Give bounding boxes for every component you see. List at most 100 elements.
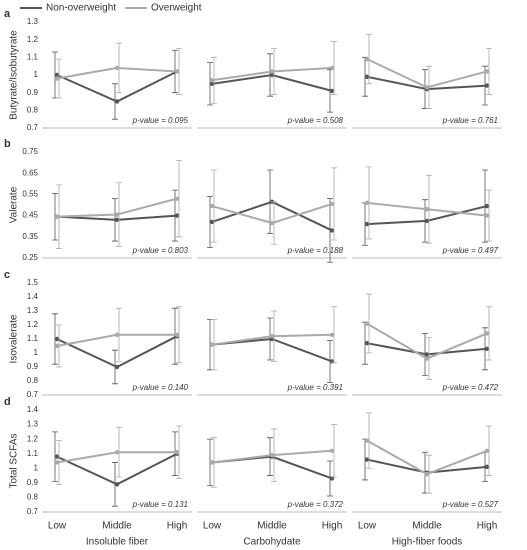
point <box>269 452 275 458</box>
point <box>114 364 120 370</box>
point <box>269 69 275 74</box>
point <box>329 65 335 71</box>
point <box>54 460 60 465</box>
annotation: p-value = 0.497 <box>442 246 499 255</box>
y-tick-label: 0.8 <box>27 376 39 385</box>
y-tick-label: 0.9 <box>27 362 39 371</box>
x-tick-label: Middle <box>412 521 442 532</box>
panel-label: d <box>4 396 11 408</box>
y-tick-label: 1.1 <box>27 449 39 458</box>
y-tick-label: 0.75 <box>22 147 38 156</box>
point <box>364 438 370 443</box>
point <box>329 88 335 94</box>
panel-label: c <box>4 269 10 281</box>
point <box>209 342 215 347</box>
panel-label: b <box>4 138 11 150</box>
annotation: p-value = 0.527 <box>442 500 499 509</box>
y-tick-label: 0.55 <box>22 190 38 199</box>
point <box>424 85 430 90</box>
y-tick-label: 1.1 <box>27 334 39 343</box>
y-tick-label: 1.2 <box>27 434 39 443</box>
point <box>54 214 60 219</box>
y-tick-label: 1.4 <box>27 405 39 414</box>
y-tick-label: 1.3 <box>27 420 39 429</box>
point <box>209 81 215 87</box>
point <box>364 74 370 79</box>
point <box>269 220 275 226</box>
point <box>54 454 60 459</box>
x-axis-label: High-fiber foods <box>392 537 463 548</box>
series-line <box>56 452 178 486</box>
y-tick-label: 0.25 <box>22 253 38 262</box>
point <box>424 352 430 357</box>
point <box>114 65 120 71</box>
annotation: p-value = 0.472 <box>442 383 499 392</box>
point <box>484 346 490 351</box>
point <box>424 207 430 212</box>
y-tick-label: 0.8 <box>27 493 39 502</box>
point <box>174 213 180 218</box>
y-tick-label: 0.9 <box>27 478 39 487</box>
annotation: p-value = 0.131 <box>132 500 188 509</box>
point <box>114 450 120 455</box>
point <box>114 482 120 487</box>
x-tick-label: Low <box>358 521 377 532</box>
point <box>484 69 490 74</box>
point <box>424 218 430 224</box>
series-line <box>211 202 333 225</box>
y-tick-label: 0.7 <box>27 390 39 399</box>
point <box>269 72 275 78</box>
y-tick-label: 1.5 <box>27 278 39 287</box>
annotation: p-value = 0.508 <box>287 116 344 125</box>
y-tick-label: 0.45 <box>22 211 38 220</box>
point <box>114 212 120 217</box>
y-axis-label: Total SCFAs <box>9 433 20 488</box>
x-tick-label: Low <box>48 521 67 532</box>
point <box>484 83 490 88</box>
x-tick-label: Middle <box>102 521 132 532</box>
point <box>424 471 430 477</box>
point <box>54 72 60 78</box>
y-tick-label: 1 <box>34 348 39 357</box>
point <box>174 332 180 337</box>
x-tick-label: Low <box>203 521 222 532</box>
point <box>329 448 335 453</box>
point <box>54 76 60 81</box>
y-axis-label: Valerate <box>9 186 20 223</box>
y-tick-label: 0.9 <box>27 88 39 97</box>
y-tick-label: 0.7 <box>27 123 39 132</box>
series-line <box>211 200 333 232</box>
y-tick-label: 0.35 <box>22 232 38 241</box>
point <box>364 341 370 346</box>
point <box>209 460 215 465</box>
point <box>424 356 430 361</box>
point <box>484 203 490 209</box>
y-tick-label: 0.65 <box>22 168 38 177</box>
annotation: p-value = 0.140 <box>132 383 189 392</box>
panel-label: a <box>4 8 11 20</box>
point <box>54 343 60 349</box>
point <box>484 331 490 336</box>
point <box>329 228 335 233</box>
point <box>329 201 335 207</box>
y-tick-label: 1 <box>34 463 39 472</box>
y-tick-label: 1.4 <box>27 292 39 301</box>
y-tick-label: 1 <box>34 70 39 79</box>
y-tick-label: 1.1 <box>27 52 39 61</box>
point <box>364 221 370 227</box>
annotation: p-value = 0.391 <box>287 383 343 392</box>
point <box>114 332 120 337</box>
x-axis-label: Carbohydate <box>243 537 301 548</box>
legend-label: Non-overweight <box>46 3 116 14</box>
point <box>329 332 335 337</box>
point <box>484 448 490 453</box>
point <box>209 78 215 83</box>
point <box>209 203 215 209</box>
legend-label: Overweight <box>151 3 202 14</box>
point <box>174 450 180 455</box>
x-tick-label: High <box>167 521 188 532</box>
annotation: p-value = 0.095 <box>132 116 189 125</box>
x-tick-label: High <box>477 521 498 532</box>
point <box>114 217 120 223</box>
